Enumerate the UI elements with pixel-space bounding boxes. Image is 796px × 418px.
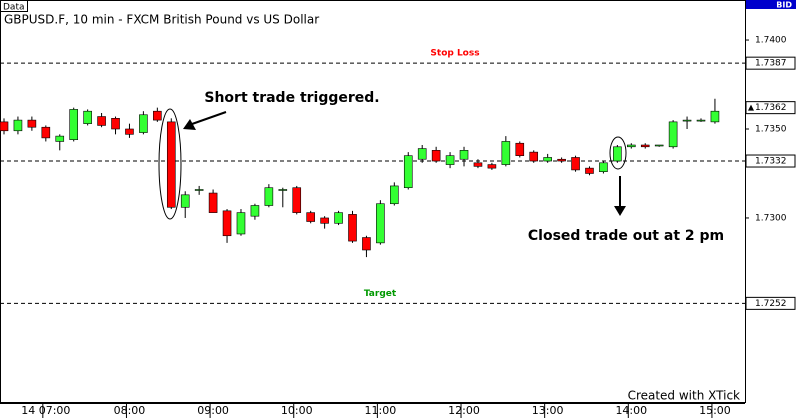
candle-body [529, 151, 539, 162]
x-tick-label: 14 07:00 [21, 404, 70, 417]
price-tag [745, 101, 796, 115]
candle-body [27, 119, 37, 128]
candle-body [668, 121, 678, 148]
candle-body [445, 155, 455, 165]
x-tick-label: 12:00 [448, 404, 480, 417]
candle-body [264, 187, 274, 206]
candle-body [543, 157, 552, 162]
arrow-head [614, 206, 626, 216]
candle-body [194, 189, 204, 191]
x-tick-label: 14:00 [615, 404, 647, 417]
price-type-box [746, 0, 796, 9]
x-tick-label: 10:00 [281, 404, 313, 417]
candle-body [710, 110, 720, 123]
candle-body [613, 146, 622, 162]
candle-body [306, 212, 315, 222]
candle-body [696, 119, 706, 122]
candle-body [97, 116, 106, 126]
candle-body [166, 121, 176, 208]
chart-title: GBPUSD.F, 10 min - FXCM British Pound vs… [4, 13, 319, 27]
candle-body [654, 144, 664, 147]
candle-body [599, 162, 608, 172]
candle-body [111, 118, 120, 130]
plot-area [0, 0, 746, 403]
candle-body [41, 126, 51, 139]
level-label: Target [364, 289, 397, 299]
price-tag [745, 154, 796, 168]
candle-body [348, 214, 357, 242]
candle-body [153, 110, 162, 121]
candle-body [557, 158, 566, 162]
candle-body [139, 114, 148, 133]
candle-body [69, 109, 78, 140]
data-label: Data [3, 3, 25, 13]
x-tick-label: 09:00 [197, 404, 229, 417]
candle-body [390, 185, 399, 205]
candle-body [250, 205, 260, 217]
highlight-ellipse [158, 108, 182, 220]
candle-body [55, 135, 65, 142]
x-tick-label: 08:00 [114, 404, 146, 417]
candle-body [334, 212, 343, 224]
candle-body [376, 203, 385, 244]
candle-body [501, 141, 511, 165]
candle-body [13, 119, 23, 132]
annotation: Short trade triggered. [204, 90, 379, 106]
arrow-head [183, 119, 196, 130]
candle-body [459, 150, 469, 160]
candle-body [180, 194, 190, 208]
candle-body [473, 162, 483, 167]
last-price-marker [748, 104, 754, 111]
x-tick-label: 15:00 [699, 404, 731, 417]
candle-body [585, 167, 594, 174]
last-price-label: 1.7362 [755, 103, 787, 113]
x-tick-label: 11:00 [365, 404, 397, 417]
price-tag-label: 1.7252 [755, 299, 787, 309]
candle-body [83, 110, 92, 124]
highlight-ellipse [609, 136, 627, 170]
annotation: Closed trade out at 2 pm [528, 228, 724, 244]
candle-body [571, 157, 580, 171]
level-label: Stop Loss [430, 49, 479, 59]
y-tick-label: 1.7300 [755, 213, 787, 223]
candle-body [236, 212, 246, 235]
candle-body [431, 150, 441, 162]
y-tick-label: 1.7400 [755, 36, 787, 46]
x-tick-label: 13:00 [532, 404, 564, 417]
price-tag-label: 1.7387 [755, 59, 787, 69]
candle-body [208, 192, 218, 213]
candle-body [487, 164, 497, 169]
candle-body [626, 144, 636, 148]
data-box [0, 0, 28, 12]
arrow [191, 111, 227, 125]
candle-body [292, 187, 302, 213]
price-tag [745, 56, 796, 70]
candle-body [403, 155, 413, 189]
candle-body [640, 144, 650, 148]
price-tag-label: 1.7332 [755, 157, 787, 167]
candle-body [417, 148, 427, 160]
y-tick-label: 1.7350 [755, 124, 787, 134]
price-type: BID [776, 1, 792, 10]
candle-body [222, 210, 232, 237]
candle-body [515, 142, 525, 156]
candle-body [278, 189, 288, 191]
candle-body [362, 237, 371, 251]
price-tag [745, 296, 796, 310]
candle-body [125, 128, 134, 135]
candle-body [0, 121, 9, 132]
credit: Created with XTick [628, 389, 740, 403]
candle-body [682, 119, 692, 122]
candle-body [320, 217, 329, 224]
